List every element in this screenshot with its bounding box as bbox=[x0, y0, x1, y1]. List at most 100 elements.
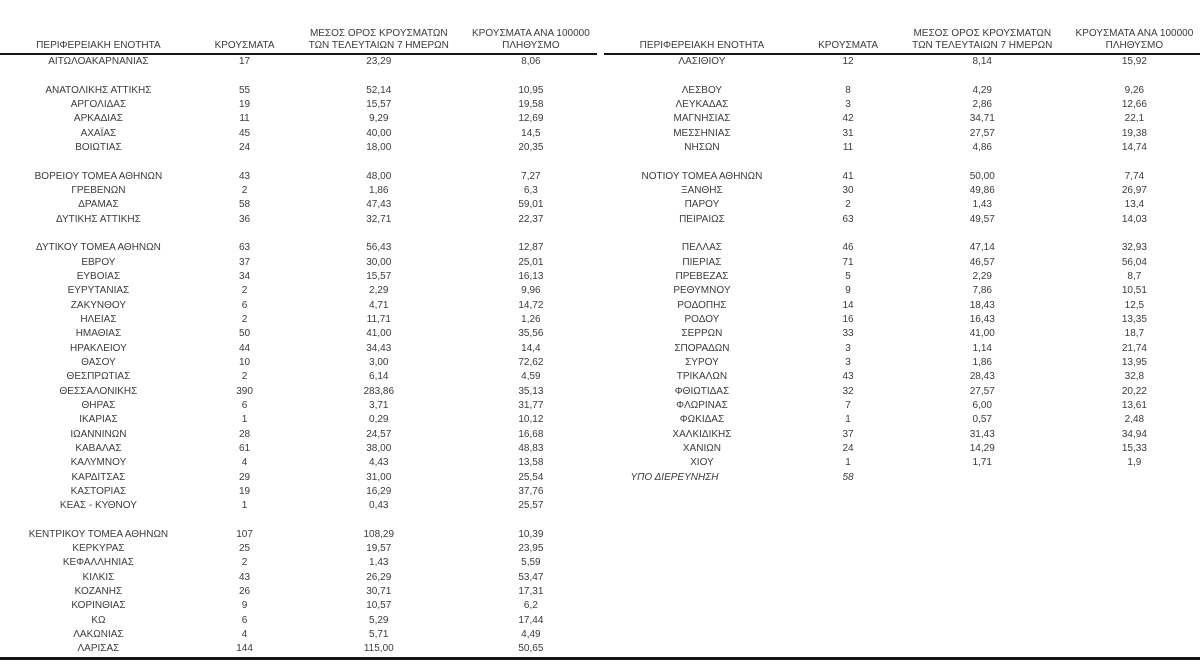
table-body: ΑΙΤΩΛΟΑΚΑΡΝΑΝΙΑΣ 17 23,29 8,06 ΑΝΑΤΟΛΙΚΗΣ ΑΤ… bbox=[0, 55, 597, 657]
avg7-cell: 2,29 bbox=[972, 270, 992, 282]
table-row: ΓΡΕΒΕΝΩΝ 2 1,86 6,3 bbox=[0, 184, 597, 198]
avg7-cell: 5,71 bbox=[369, 629, 389, 641]
cases-cell: 9 bbox=[241, 600, 248, 612]
per100k-cell: 37,76 bbox=[518, 485, 544, 497]
avg7-cell: 10,57 bbox=[366, 600, 392, 612]
region-name-cell: ΞΑΝΘΗΣ bbox=[681, 184, 723, 196]
cases-cell: 30 bbox=[842, 184, 854, 196]
region-name-cell: ΚΕΡΚΥΡΑΣ bbox=[72, 543, 125, 555]
cases-cell: 42 bbox=[842, 113, 854, 125]
cases-cell: 46 bbox=[842, 242, 854, 254]
table-row: ΧΑΛΚΙΔΙΚΗΣ 37 31,43 34,94 bbox=[604, 428, 1200, 442]
avg7-cell: 41,00 bbox=[969, 328, 995, 340]
per100k-cell: 26,97 bbox=[1121, 184, 1147, 196]
region-name-cell: ΑΙΤΩΛΟΑΚΑΡΝΑΝΙΑΣ bbox=[48, 56, 149, 67]
table-row: ΕΒΡΟΥ 37 30,00 25,01 bbox=[0, 256, 597, 270]
table-row: ΗΛΕΙΑΣ 2 11,71 1,26 bbox=[0, 313, 597, 327]
avg7-cell: 283,86 bbox=[363, 385, 395, 397]
table-row: ΘΗΡΑΣ 6 3,71 31,77 bbox=[0, 399, 597, 413]
per100k-cell: 72,62 bbox=[518, 356, 544, 368]
per100k-cell: 13,35 bbox=[1121, 313, 1147, 325]
avg7-cell: 31,00 bbox=[366, 471, 392, 483]
region-name-cell: ΠΕΛΛΑΣ bbox=[681, 242, 722, 254]
table-row: ΠΕΙΡΑΙΩΣ 63 49,57 14,03 bbox=[604, 213, 1200, 227]
per100k-cell: 16,13 bbox=[518, 270, 544, 282]
per100k-cell: 25,01 bbox=[518, 256, 544, 268]
avg7-cell: 1,86 bbox=[972, 356, 992, 368]
per100k-cell: 35,56 bbox=[518, 328, 544, 340]
table-row: ΛΑΡΙΣΑΣ 144 115,00 50,65 bbox=[0, 642, 597, 656]
table-row: ΠΑΡΟΥ 2 1,43 13,4 bbox=[604, 198, 1200, 212]
cases-cell: 44 bbox=[239, 342, 251, 354]
avg7-cell: 49,57 bbox=[969, 213, 995, 225]
per100k-cell: 10,12 bbox=[518, 414, 544, 426]
region-name-cell: ΧΙΟΥ bbox=[690, 457, 714, 469]
per100k-cell: 1,26 bbox=[521, 313, 541, 325]
column-header-cases: ΚΡΟΥΣΜΑΤΑ bbox=[214, 39, 275, 51]
table-row: ΦΩΚΙΔΑΣ 1 0,57 2,48 bbox=[604, 413, 1200, 427]
per100k-cell: 7,27 bbox=[521, 170, 541, 182]
per100k-cell: 6,3 bbox=[523, 184, 538, 196]
cases-cell: 43 bbox=[239, 571, 251, 583]
spacer-row bbox=[0, 155, 597, 169]
per100k-cell: 1,9 bbox=[1127, 457, 1142, 469]
per100k-cell: 15,33 bbox=[1121, 442, 1147, 454]
per100k-cell: 35,13 bbox=[518, 385, 544, 397]
column-header-region: ΠΕΡΙΦΕΡΕΙΑΚΗ ΕΝΟΤΗΤΑ bbox=[639, 39, 765, 51]
table-row: ΘΕΣΣΑΛΟΝΙΚΗΣ 390 283,86 35,13 bbox=[0, 385, 597, 399]
table-row: ΚΩ 6 5,29 17,44 bbox=[0, 614, 597, 628]
avg7-cell: 26,29 bbox=[366, 571, 392, 583]
table-row: ΒΟΙΩΤΙΑΣ 24 18,00 20,35 bbox=[0, 141, 597, 155]
region-name-cell: ΛΕΣΒΟΥ bbox=[681, 84, 723, 96]
region-name-cell: ΘΕΣΣΑΛΟΝΙΚΗΣ bbox=[59, 385, 138, 397]
per100k-cell: 2,48 bbox=[1124, 414, 1145, 426]
column-header-per100k: ΚΡΟΥΣΜΑΤΑ ΑΝΑ 100000 ΠΛΗΘΥΣΜΟ bbox=[465, 28, 596, 51]
per100k-cell: 13,95 bbox=[1121, 356, 1147, 368]
table-row: ΚΟΖΑΝΗΣ 26 30,71 17,31 bbox=[0, 585, 597, 599]
avg7-cell: 7,86 bbox=[972, 285, 992, 297]
region-name-cell: ΠΕΙΡΑΙΩΣ bbox=[679, 213, 725, 225]
column-header-avg7: ΜΕΣΟΣ ΟΡΟΣ ΚΡΟΥΣΜΑΤΩΝ ΤΩΝ ΤΕΛΕΥΤΑΙΩΝ 7 Η… bbox=[292, 28, 465, 51]
region-name-cell: ΦΩΚΙΔΑΣ bbox=[679, 414, 725, 426]
table-row: ΣΠΟΡΑΔΩΝ 3 1,14 21,74 bbox=[604, 342, 1200, 356]
region-name-cell: ΛΑΡΙΣΑΣ bbox=[77, 643, 120, 655]
avg7-cell: 27,57 bbox=[969, 127, 995, 139]
avg7-cell: 8,14 bbox=[972, 56, 992, 67]
avg7-cell: 4,71 bbox=[369, 299, 389, 311]
table-row: ΛΕΥΚΑΔΑΣ 3 2,86 12,66 bbox=[604, 98, 1200, 112]
spacer-row bbox=[0, 227, 597, 241]
avg7-cell: 28,43 bbox=[969, 371, 995, 383]
cases-cell: 71 bbox=[842, 256, 854, 268]
avg7-cell: 9,29 bbox=[369, 113, 389, 125]
region-name-cell: ΚΩ bbox=[91, 614, 106, 626]
table-row: ΚΑΡΔΙΤΣΑΣ 29 31,00 25,54 bbox=[0, 471, 597, 485]
column-header-per100k-label: ΚΡΟΥΣΜΑΤΑ ΑΝΑ 100000 ΠΛΗΘΥΣΜΟ bbox=[471, 28, 590, 51]
per100k-cell: 4,59 bbox=[521, 371, 541, 383]
column-header-avg7: ΜΕΣΟΣ ΟΡΟΣ ΚΡΟΥΣΜΑΤΩΝ ΤΩΝ ΤΕΛΕΥΤΑΙΩΝ 7 Η… bbox=[896, 28, 1069, 51]
avg7-cell: 15,57 bbox=[366, 98, 392, 110]
per100k-cell: 4,49 bbox=[521, 629, 541, 641]
region-name-cell: ΔΥΤΙΚΟΥ ΤΟΜΕΑ ΑΘΗΝΩΝ bbox=[36, 242, 161, 254]
region-name-cell: ΑΡΓΟΛΙΔΑΣ bbox=[70, 98, 127, 110]
region-name-cell: ΦΘΙΩΤΙΔΑΣ bbox=[674, 385, 730, 397]
table-row: ΣΥΡΟΥ 3 1,86 13,95 bbox=[604, 356, 1200, 370]
table-row: ΑΙΤΩΛΟΑΚΑΡΝΑΝΙΑΣ 17 23,29 8,06 bbox=[0, 55, 597, 69]
spacer-row bbox=[604, 155, 1200, 169]
avg7-cell: 4,86 bbox=[972, 141, 992, 153]
cases-cell: 2 bbox=[241, 184, 248, 196]
table-row: ΚΙΛΚΙΣ 43 26,29 53,47 bbox=[0, 571, 597, 585]
per100k-cell: 34,94 bbox=[1121, 428, 1147, 440]
table-row: ΣΕΡΡΩΝ 33 41,00 18,7 bbox=[604, 327, 1200, 341]
cases-cell: 1 bbox=[241, 414, 248, 426]
region-name-cell: ΒΟΙΩΤΙΑΣ bbox=[75, 141, 122, 153]
region-name-cell: ΜΑΓΝΗΣΙΑΣ bbox=[673, 113, 731, 125]
avg7-cell: 24,57 bbox=[366, 428, 392, 440]
avg7-cell: 48,00 bbox=[366, 170, 392, 182]
avg7-cell: 52,14 bbox=[366, 84, 392, 96]
region-name-cell: ΣΕΡΡΩΝ bbox=[681, 328, 723, 340]
per100k-cell: 31,77 bbox=[518, 399, 544, 411]
table-row: ΗΡΑΚΛΕΙΟΥ 44 34,43 14,4 bbox=[0, 342, 597, 356]
table-row: ΚΕΝΤΡΙΚΟΥ ΤΟΜΕΑ ΑΘΗΝΩΝ 107 108,29 10,39 bbox=[0, 528, 597, 542]
table-row: ΑΡΓΟΛΙΔΑΣ 19 15,57 19,58 bbox=[0, 98, 597, 112]
avg7-cell: 34,43 bbox=[366, 342, 392, 354]
